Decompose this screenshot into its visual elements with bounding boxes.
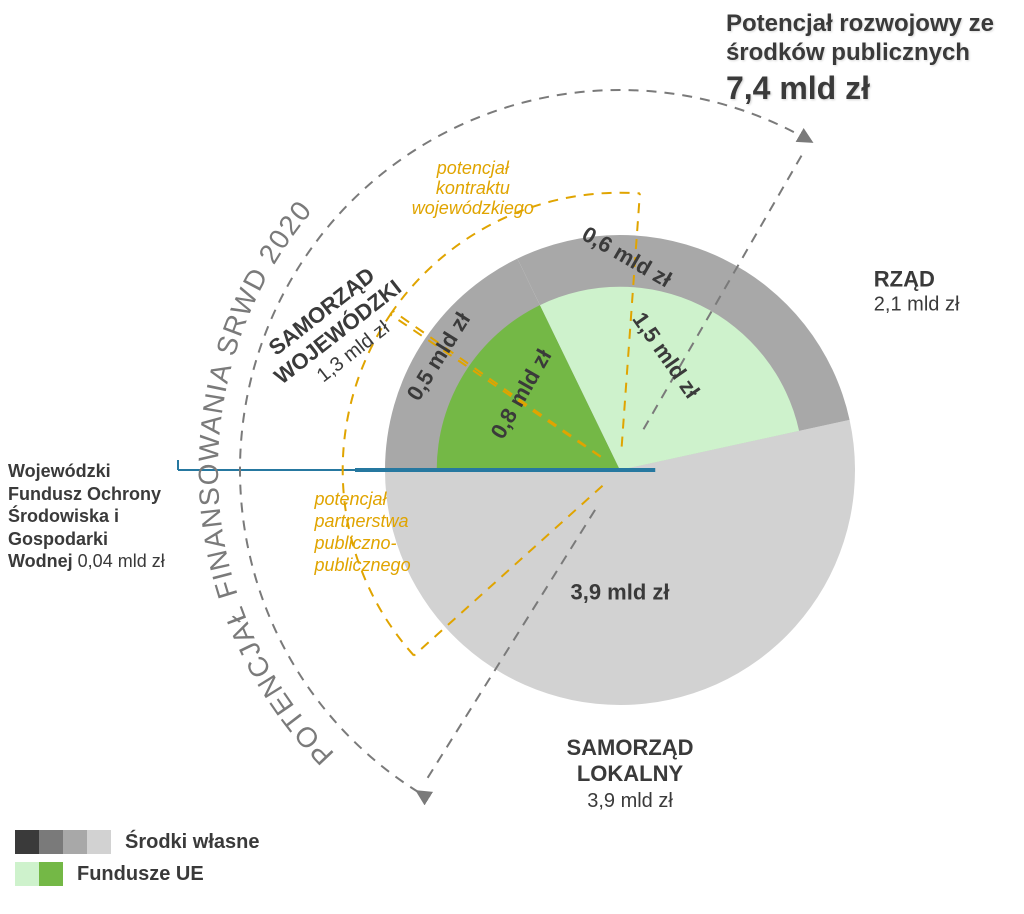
text-label: potencjał xyxy=(436,158,510,178)
text-label: kontraktu xyxy=(436,178,510,198)
text-label: 2,1 mld zł xyxy=(874,294,960,316)
text-label: 3,9 mld zł xyxy=(587,790,673,812)
legend-swatch xyxy=(39,862,63,886)
legend-swatch xyxy=(63,830,87,854)
side-note-b5: Wodnej xyxy=(8,551,73,571)
text-label: potencjał xyxy=(314,489,388,509)
outer-arc-text: POTENCJAŁ FINANSOWANIA SRWD 2020 xyxy=(193,194,340,771)
chart-svg: POTENCJAŁ FINANSOWANIA SRWD 2020 0,5 mld… xyxy=(0,0,1024,914)
side-note-b3: Środowiska i xyxy=(8,506,119,526)
legend-swatch xyxy=(15,830,39,854)
text-label: SAMORZĄD xyxy=(566,735,693,760)
text-label: publicznego xyxy=(314,555,411,575)
title-line1: Potencjał rozwojowy ze xyxy=(726,10,994,39)
title-amount: 7,4 mld zł xyxy=(726,70,994,107)
legend-swatch xyxy=(87,830,111,854)
side-note-wfos: Wojewódzki Fundusz Ochrony Środowiska i … xyxy=(8,460,178,573)
side-note-b4: Gospodarki xyxy=(8,529,108,549)
legend-swatches-srodki xyxy=(15,830,111,854)
legend-row-fundusze: Fundusze UE xyxy=(15,862,260,886)
text-label: publiczno- xyxy=(314,533,397,553)
legend: Środki własne Fundusze UE xyxy=(15,830,260,894)
text-label: wojewódzkiego xyxy=(412,198,534,218)
side-note-b1: Wojewódzki xyxy=(8,461,111,481)
legend-swatch xyxy=(15,862,39,886)
legend-swatches-fundusze xyxy=(15,862,63,886)
text-label: partnerstwa xyxy=(314,511,409,531)
title-line2: środków publicznych xyxy=(726,39,994,68)
legend-row-srodki: Środki własne xyxy=(15,830,260,854)
chart-container: Potencjał rozwojowy ze środków publiczny… xyxy=(0,0,1024,914)
text-label: RZĄD xyxy=(874,267,935,292)
title-block: Potencjał rozwojowy ze środków publiczny… xyxy=(726,10,994,107)
side-note-b2: Fundusz Ochrony xyxy=(8,484,161,504)
side-note-amount: 0,04 mld zł xyxy=(73,551,165,571)
text-label: 3,9 mld zł xyxy=(570,579,669,604)
legend-swatch xyxy=(39,830,63,854)
text-label: LOKALNY xyxy=(577,761,684,786)
legend-label-srodki: Środki własne xyxy=(125,831,260,854)
legend-label-fundusze: Fundusze UE xyxy=(77,863,204,886)
